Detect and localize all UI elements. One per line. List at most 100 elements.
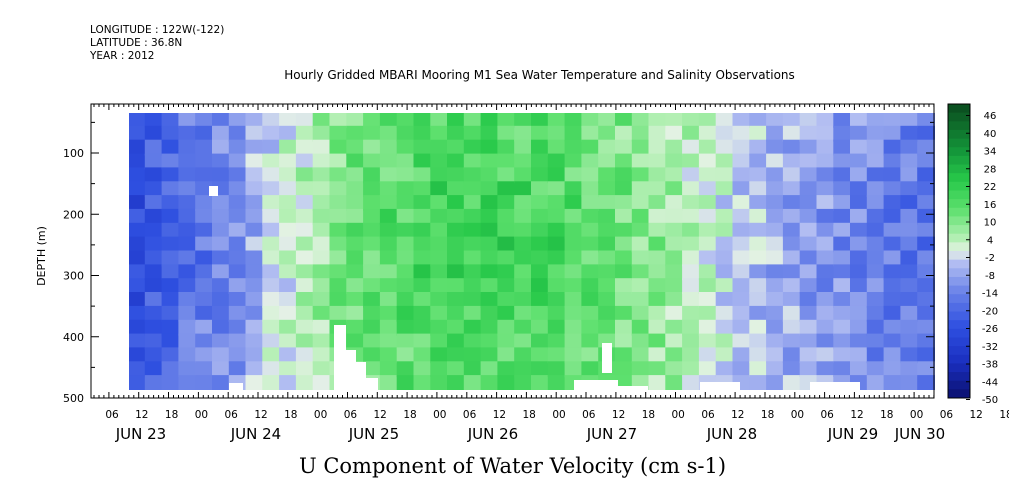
heatmap-cell [413, 113, 433, 128]
heatmap-cell [144, 113, 164, 128]
heatmap-cell [178, 319, 198, 336]
heatmap-cell [295, 167, 315, 184]
heatmap-cell [413, 264, 433, 281]
heatmap-cell [514, 375, 533, 390]
heatmap-cell [329, 236, 349, 253]
heatmap-cell [883, 113, 903, 128]
heatmap-cell [631, 181, 651, 198]
colorbar-label: -2 [985, 253, 995, 264]
chart-title-text: U Component of Water Velocity (cm s-1) [298, 454, 727, 478]
heatmap-cell [766, 181, 785, 198]
heatmap-cell [245, 375, 265, 390]
heatmap-cell [144, 319, 164, 336]
heatmap-cell [598, 305, 617, 322]
colorbar-segment [948, 285, 970, 295]
x-hour-label: 12 [254, 409, 267, 421]
heatmap-cell [480, 181, 500, 198]
heatmap-cell [144, 195, 164, 211]
heatmap-cell [883, 167, 903, 184]
heatmap-cell [178, 181, 198, 198]
heatmap-cell [598, 292, 617, 308]
heatmap-cell [883, 264, 903, 281]
heatmap-cell [363, 264, 382, 281]
heatmap-cell [531, 222, 550, 239]
heatmap-cell [144, 181, 164, 198]
heatmap-cell [129, 375, 147, 390]
heatmap-cell [346, 333, 366, 350]
heatmap-cell [665, 125, 685, 142]
heatmap-cell [782, 125, 802, 142]
heatmap-cell [144, 278, 164, 294]
heatmap-cell [379, 305, 399, 322]
heatmap-cell [212, 347, 231, 364]
heatmap-cell [312, 292, 332, 308]
colorbar-segment [948, 354, 970, 364]
heatmap-cell [379, 139, 399, 156]
heatmap-cell [665, 347, 685, 364]
colorbar-segment [948, 311, 970, 321]
heatmap-cell [732, 167, 752, 184]
heatmap-cell [396, 222, 416, 239]
heatmap-cell [129, 139, 147, 156]
heatmap-cell [799, 208, 819, 225]
heatmap-cell [883, 333, 903, 350]
colorbar-segment [948, 276, 970, 287]
heatmap-cell [379, 167, 399, 184]
heatmap-cell [379, 208, 399, 225]
x-hour-label: 12 [374, 409, 387, 421]
heatmap-cell [430, 347, 450, 364]
heatmap-cell [430, 236, 450, 253]
heatmap-cell [631, 153, 651, 170]
heatmap-cell [178, 222, 198, 239]
heatmap-cell [547, 236, 567, 253]
heatmap-cell [279, 305, 298, 322]
heatmap-cell [598, 236, 617, 253]
heatmap-cell [732, 250, 752, 267]
heatmap-cell [581, 222, 601, 239]
heatmap-cell [447, 208, 466, 225]
heatmap-cell [917, 113, 935, 128]
heatmap-cell [430, 278, 450, 294]
colorbar-segment [948, 337, 970, 347]
heatmap-cell [463, 113, 483, 128]
heatmap-cell [866, 278, 886, 294]
heatmap-cell [363, 181, 382, 198]
heatmap-cell [195, 375, 214, 390]
heatmap-cell [514, 167, 533, 184]
heatmap-cell [766, 113, 785, 128]
heatmap-cell [799, 125, 819, 142]
colorbar-segment [948, 112, 970, 122]
heatmap-cell [178, 153, 198, 170]
heatmap-cell [715, 208, 735, 225]
heatmap-cell [195, 113, 214, 128]
heatmap-cell [799, 264, 819, 281]
x-hour-label: 00 [433, 409, 446, 421]
heatmap-cell [732, 347, 752, 364]
heatmap-cell [245, 181, 265, 198]
x-day-label: JUN 23 [115, 425, 166, 443]
heatmap-cell [295, 181, 315, 198]
heatmap-cell [497, 113, 517, 128]
heatmap-cell [228, 125, 248, 142]
heatmap-cell [816, 319, 836, 336]
heatmap-cell [363, 333, 382, 350]
heatmap-cell [547, 250, 567, 267]
colorbar-segment [948, 302, 970, 313]
heatmap-cell [799, 333, 819, 350]
heatmap-cell [463, 125, 483, 142]
heatmap-cell [430, 125, 450, 142]
heatmap-cell [312, 250, 332, 267]
heatmap-cell [161, 292, 181, 308]
heatmap-cell [161, 195, 181, 211]
heatmap-cell [346, 319, 366, 336]
heatmap-cell [497, 305, 517, 322]
heatmap-cell [279, 319, 298, 336]
heatmap-cell [195, 167, 214, 184]
heatmap-cell [850, 250, 869, 267]
heatmap-cell [715, 292, 735, 308]
heatmap-cell [363, 195, 382, 211]
heatmap-cell [514, 347, 533, 364]
heatmap-cell [329, 208, 349, 225]
heatmap-cell [312, 167, 332, 184]
colorbar-segment [948, 173, 970, 183]
